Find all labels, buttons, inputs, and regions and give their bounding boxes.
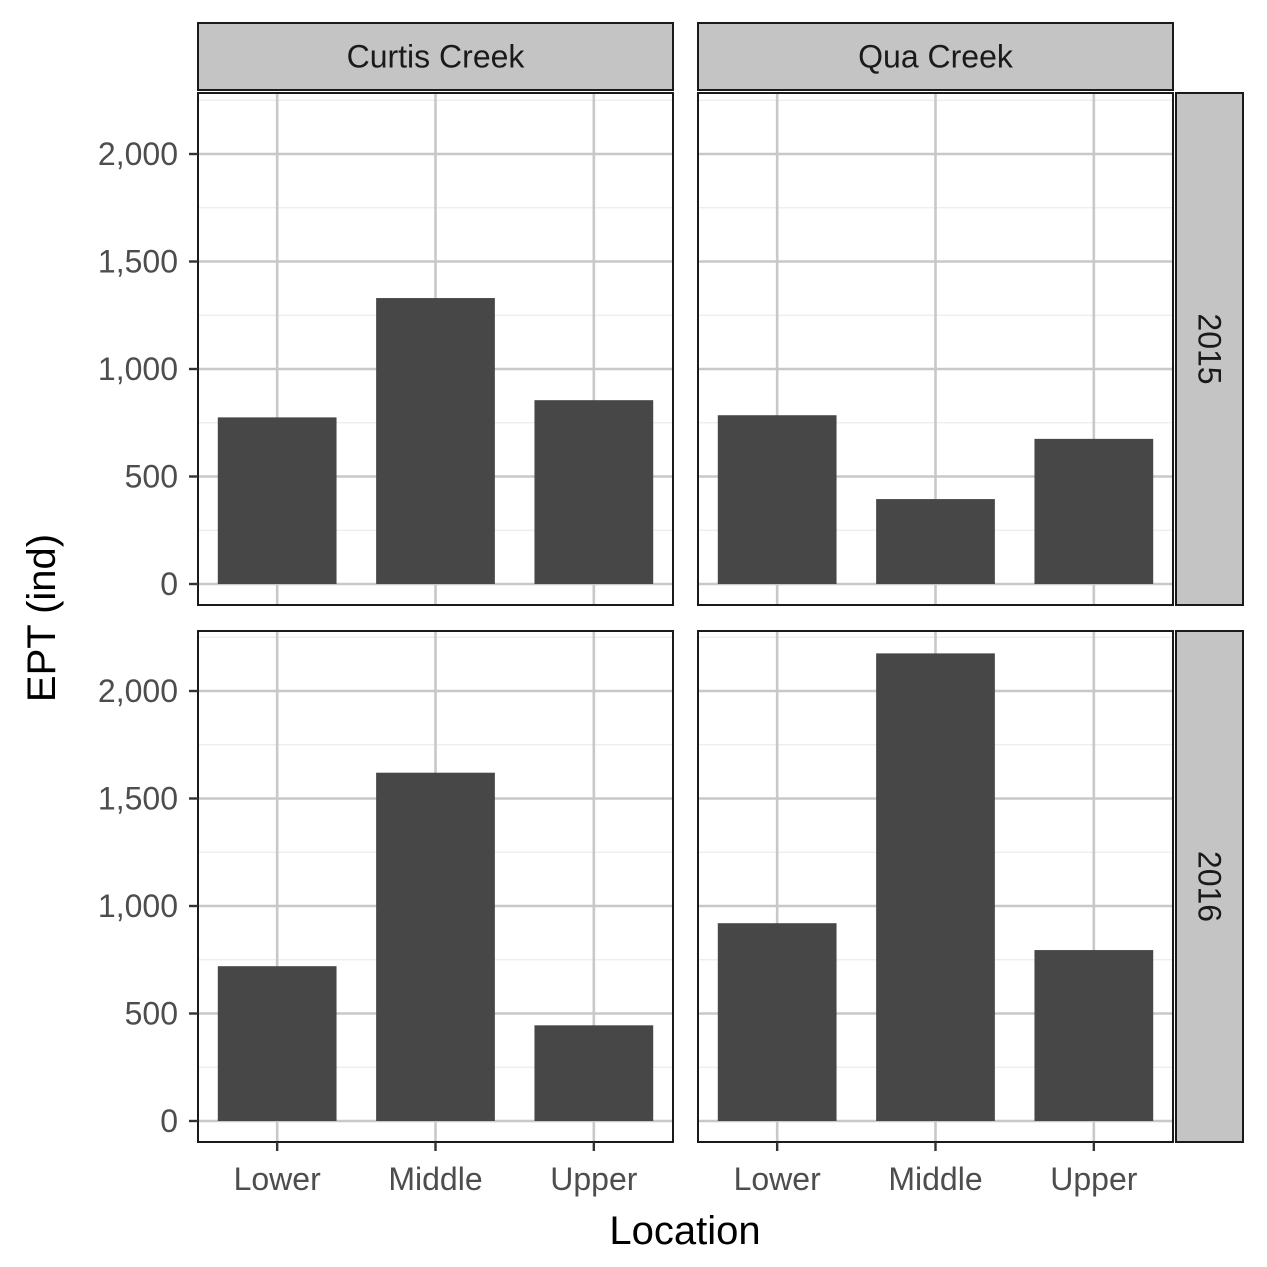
- panel-border-curtis-creek-2015: [197, 92, 674, 606]
- bar-qua-creek-2015-upper: [1034, 438, 1154, 584]
- bar-qua-creek-2016-lower: [717, 923, 837, 1121]
- x-axis-title: Location: [609, 1209, 760, 1253]
- x-tick-label-curtis-creek-middle: Middle: [388, 1161, 482, 1197]
- bar-curtis-creek-2016-middle: [376, 772, 495, 1121]
- x-tick-label-curtis-creek-lower: Lower: [234, 1161, 322, 1197]
- strip-label-qua-creek: Qua Creek: [858, 39, 1014, 75]
- bar-curtis-creek-2015-middle: [376, 298, 495, 584]
- bar-qua-creek-2016-upper: [1034, 950, 1154, 1121]
- y-tick-label-curtis-creek-2015: 0: [160, 566, 178, 602]
- x-tick-label-qua-creek-lower: Lower: [734, 1161, 822, 1197]
- y-tick-label-curtis-creek-2015: 1,500: [98, 244, 178, 280]
- strip-curtis-creek: [197, 22, 674, 91]
- bar-curtis-creek-2015-upper: [534, 400, 654, 584]
- y-tick-label-curtis-creek-2016: 2,000: [98, 673, 178, 709]
- strip-qua-creek: [697, 22, 1174, 91]
- y-tick-label-curtis-creek-2016: 500: [125, 996, 178, 1032]
- bar-qua-creek-2016-middle: [876, 653, 995, 1121]
- y-tick-label-curtis-creek-2015: 500: [125, 459, 178, 495]
- x-tick-label-qua-creek-middle: Middle: [888, 1161, 982, 1197]
- panel-border-qua-creek-2015: [697, 92, 1174, 606]
- y-tick-label-curtis-creek-2016: 1,000: [98, 888, 178, 924]
- y-axis-title: EPT (ind): [20, 534, 64, 702]
- strip-label-2015: 2015: [1192, 313, 1228, 384]
- bar-curtis-creek-2016-lower: [217, 966, 337, 1121]
- bar-qua-creek-2015-lower: [717, 415, 837, 584]
- strip-label-curtis-creek: Curtis Creek: [347, 39, 526, 75]
- bar-qua-creek-2015-middle: [876, 499, 995, 584]
- strip-2015: [1175, 92, 1244, 606]
- x-tick-label-curtis-creek-upper: Upper: [550, 1161, 638, 1197]
- y-tick-label-curtis-creek-2015: 2,000: [98, 136, 178, 172]
- strip-2016: [1175, 630, 1244, 1143]
- x-tick-label-qua-creek-upper: Upper: [1050, 1161, 1138, 1197]
- bar-curtis-creek-2015-lower: [217, 417, 337, 584]
- strip-label-2016: 2016: [1192, 851, 1228, 922]
- bar-curtis-creek-2016-upper: [534, 1025, 654, 1121]
- y-tick-label-curtis-creek-2016: 0: [160, 1103, 178, 1139]
- y-tick-label-curtis-creek-2015: 1,000: [98, 351, 178, 387]
- y-tick-label-curtis-creek-2016: 1,500: [98, 781, 178, 817]
